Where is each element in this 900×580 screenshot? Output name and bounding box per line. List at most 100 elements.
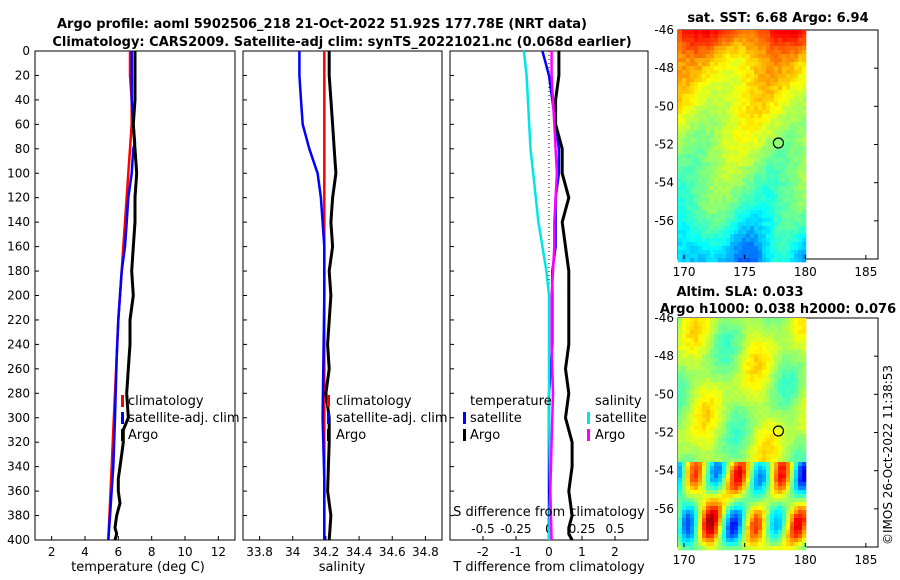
map-cell	[686, 174, 691, 179]
map-cell	[758, 30, 763, 35]
map-cell	[754, 238, 759, 243]
map-cell	[734, 82, 739, 87]
map-cell	[702, 54, 707, 59]
map-cell	[710, 98, 715, 103]
map-cell	[786, 358, 791, 363]
map-cell	[782, 142, 787, 147]
map-cell	[690, 458, 695, 463]
map-cell	[758, 370, 763, 375]
map-cell	[770, 190, 775, 195]
map-cell	[774, 234, 779, 239]
map-cell	[742, 502, 747, 507]
map-cell	[718, 514, 723, 519]
map-cell	[802, 142, 807, 147]
map-cell	[782, 502, 787, 507]
map-cell	[694, 190, 699, 195]
map-cell	[794, 450, 799, 455]
map-cell	[762, 382, 767, 387]
map-cell	[766, 186, 771, 191]
map-cell	[678, 50, 683, 55]
map-cell	[726, 206, 731, 211]
map-cell	[722, 226, 727, 231]
map-cell	[742, 82, 747, 87]
map-cell	[726, 542, 731, 547]
map-cell	[734, 66, 739, 71]
map-cell	[794, 202, 799, 207]
map-cell	[742, 494, 747, 499]
map-cell	[726, 34, 731, 39]
map-cell	[706, 78, 711, 83]
map-cell	[774, 522, 779, 527]
map-cell	[722, 526, 727, 531]
map-cell	[766, 394, 771, 399]
map-cell	[774, 438, 779, 443]
map-cell	[762, 378, 767, 383]
map-cell	[730, 546, 735, 551]
map-cell	[718, 106, 723, 111]
map-cell	[738, 478, 743, 483]
map-cell	[722, 38, 727, 43]
map-cell	[742, 62, 747, 67]
map-cell	[718, 542, 723, 547]
map-cell	[798, 358, 803, 363]
map-cell	[802, 418, 807, 423]
map-cell	[694, 258, 699, 263]
map-cell	[694, 74, 699, 79]
map-cell	[714, 194, 719, 199]
map-cell	[710, 462, 715, 467]
map-cell	[766, 42, 771, 47]
map-cell	[686, 206, 691, 211]
map-cell	[714, 382, 719, 387]
map-cell	[718, 158, 723, 163]
map-cell	[778, 518, 783, 523]
map-cell	[734, 490, 739, 495]
map-cell	[802, 118, 807, 123]
map-cell	[782, 394, 787, 399]
map-cell	[698, 462, 703, 467]
map-cell	[794, 362, 799, 367]
map-cell	[698, 246, 703, 251]
map-cell	[782, 510, 787, 515]
map-cell	[782, 546, 787, 551]
map-cell	[750, 482, 755, 487]
map-cell	[746, 98, 751, 103]
map-cell	[750, 514, 755, 519]
map-cell	[766, 334, 771, 339]
map-cell	[798, 142, 803, 147]
map-cell	[690, 506, 695, 511]
map-cell	[790, 398, 795, 403]
map-cell	[734, 90, 739, 95]
map-cell	[778, 330, 783, 335]
map-cell	[774, 366, 779, 371]
map-cell	[690, 338, 695, 343]
map-cell	[698, 494, 703, 499]
map-cell	[774, 382, 779, 387]
map-cell	[742, 162, 747, 167]
map-cell	[694, 182, 699, 187]
map-cell	[750, 78, 755, 83]
map-cell	[798, 90, 803, 95]
map-cell	[710, 346, 715, 351]
map-cell	[706, 538, 711, 543]
map-cell	[782, 258, 787, 263]
map-cell	[742, 478, 747, 483]
map-cell	[798, 102, 803, 107]
map-cell	[762, 494, 767, 499]
map-cell	[698, 142, 703, 147]
map-cell	[734, 138, 739, 143]
map-cell	[678, 410, 683, 415]
map-cell	[802, 30, 807, 35]
map-cell	[798, 30, 803, 35]
map-cell	[714, 530, 719, 535]
map-cell	[690, 146, 695, 151]
map-cell	[746, 202, 751, 207]
map-cell	[690, 258, 695, 263]
map-cell	[738, 434, 743, 439]
map-cell	[722, 530, 727, 535]
map-cell	[790, 322, 795, 327]
x-tick-label: 34.2	[313, 545, 340, 559]
map-cell	[710, 426, 715, 431]
map-cell	[798, 254, 803, 259]
map-cell	[698, 90, 703, 95]
map-cell	[794, 142, 799, 147]
